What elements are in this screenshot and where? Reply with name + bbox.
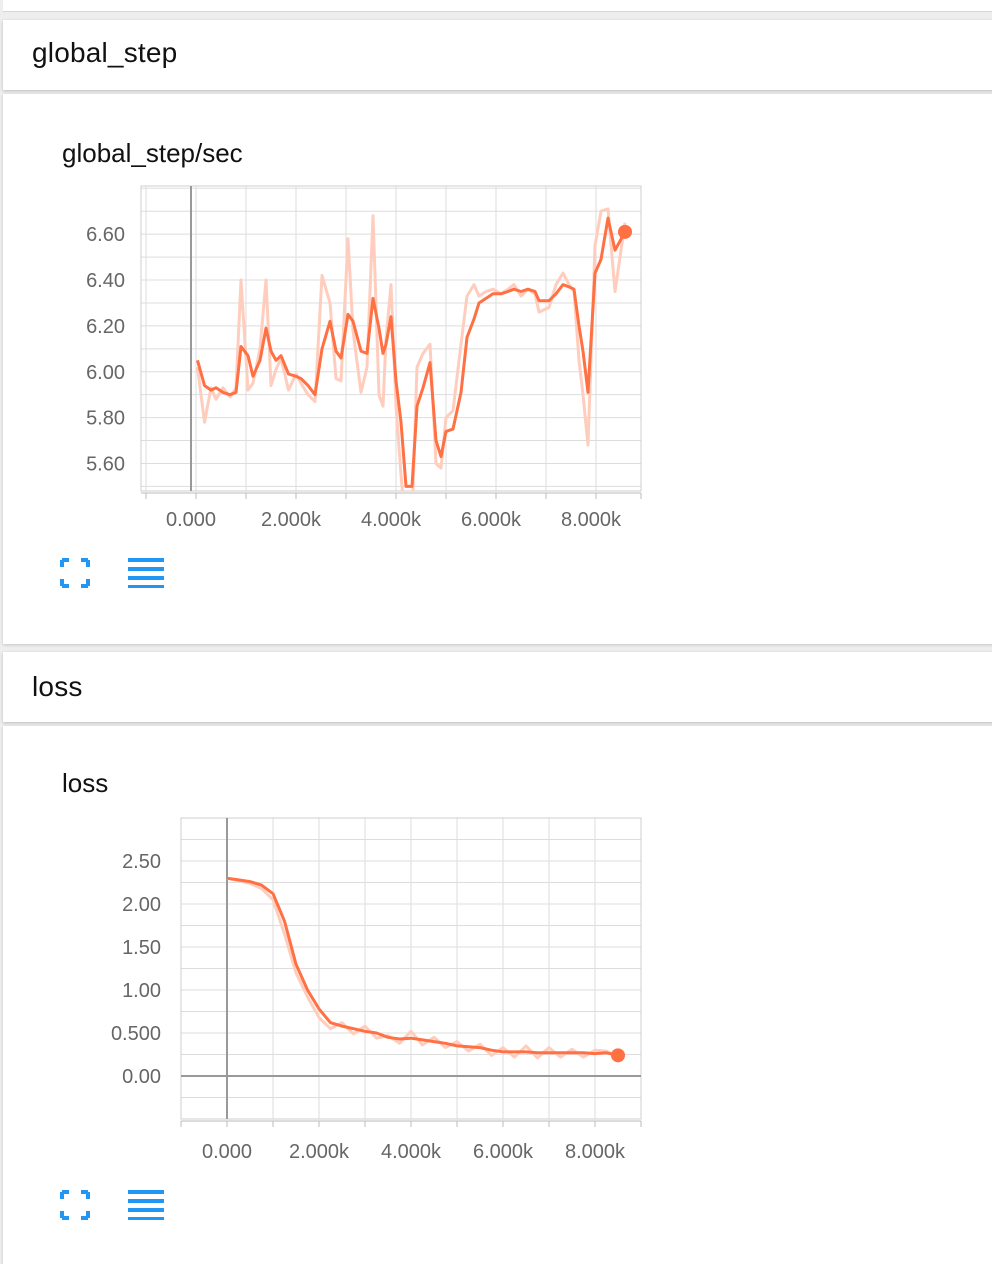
x-tick-label: 8.000k — [565, 1141, 626, 1163]
section-header-loss[interactable]: loss — [3, 652, 992, 722]
log-scale-toggle-icon — [128, 558, 164, 588]
toggle-log-scale-button[interactable] — [128, 556, 166, 595]
chart-global-step-sec[interactable]: 5.60 5.80 6.00 6.20 6.40 6.60 0.000 2.000k 4.000… — [3, 94, 703, 544]
x-tick-label: 6.000k — [461, 509, 522, 531]
fullscreen-expand-icon — [60, 558, 90, 588]
toggle-log-scale-button[interactable] — [128, 1188, 166, 1227]
chart-card-loss: loss 0.00 0.500 1.00 1.50 2.00 2.50 0.000 2.000… — [3, 726, 992, 1264]
section-title: loss — [32, 671, 83, 702]
series-line-smoothed — [196, 216, 627, 488]
y-tick-label: 6.40 — [86, 270, 125, 292]
chart-card-global-step-sec: global_step/sec 5.60 5.80 6.00 6.20 6.40 6.60… — [3, 94, 992, 644]
y-tick-label: 5.60 — [86, 453, 125, 475]
x-tick-label: 0.000 — [166, 509, 216, 531]
fullscreen-expand-icon — [60, 1190, 90, 1220]
y-tick-label: 5.80 — [86, 408, 125, 430]
y-tick-label: 1.00 — [122, 980, 161, 1002]
series-end-marker — [618, 224, 632, 239]
log-scale-toggle-icon — [128, 1190, 164, 1220]
y-tick-label: 0.500 — [111, 1023, 161, 1045]
expand-chart-button[interactable] — [59, 557, 91, 594]
x-tick-label: 4.000k — [381, 1141, 442, 1163]
x-tick-label: 0.000 — [202, 1141, 252, 1163]
plot-frame — [140, 185, 642, 492]
section-title: global_step — [32, 37, 178, 68]
plot-frame — [180, 817, 642, 1120]
expand-chart-button[interactable] — [59, 1189, 91, 1226]
x-tick-label: 8.000k — [561, 509, 622, 531]
series-end-marker — [611, 1048, 625, 1063]
series-line-smoothed — [226, 876, 619, 1057]
x-tick-label: 2.000k — [289, 1141, 350, 1163]
x-tick-label: 6.000k — [473, 1141, 534, 1163]
y-tick-label: 0.00 — [122, 1066, 161, 1088]
y-tick-label: 2.00 — [122, 894, 161, 916]
chart-grid — [180, 817, 642, 1120]
y-tick-label: 6.60 — [86, 224, 125, 246]
section-header-global-step[interactable]: global_step — [3, 20, 992, 90]
y-tick-label: 1.50 — [122, 937, 161, 959]
x-tick-label: 4.000k — [361, 509, 422, 531]
y-tick-label: 6.00 — [86, 362, 125, 384]
y-tick-label: 6.20 — [86, 316, 125, 338]
chart-title: loss — [62, 768, 109, 798]
previous-section-card — [3, 0, 992, 12]
series-line-raw — [226, 876, 619, 1060]
chart-loss[interactable]: 0.00 0.500 1.00 1.50 2.00 2.50 0.000 2.000k 4.00… — [3, 726, 703, 1176]
chart-title: global_step/sec — [62, 138, 243, 168]
x-tick-label: 2.000k — [261, 509, 322, 531]
y-tick-label: 2.50 — [122, 851, 161, 873]
chart-grid — [141, 186, 642, 491]
